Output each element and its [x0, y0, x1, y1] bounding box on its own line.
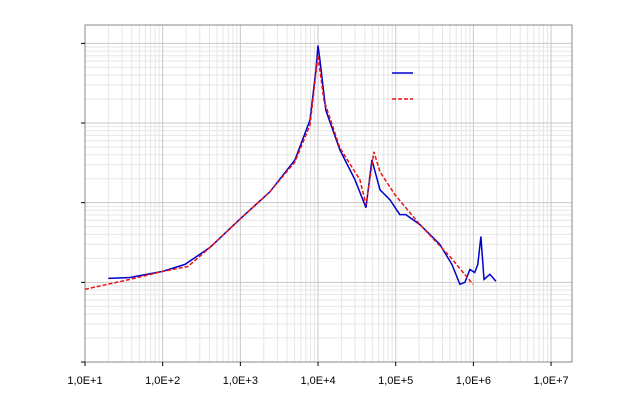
x-tick-label: 1,0E+4 [300, 375, 335, 387]
x-tick-label: 1,0E+1 [67, 375, 102, 387]
x-tick-label: 1,0E+2 [145, 375, 180, 387]
x-tick-label: 1,0E+3 [223, 375, 258, 387]
x-tick-label: 1,0E+5 [378, 375, 413, 387]
x-tick-label: 1,0E+7 [533, 375, 568, 387]
plot-frame [84, 24, 573, 363]
x-tick-label: 1,0E+6 [456, 375, 491, 387]
series-line [84, 55, 474, 291]
